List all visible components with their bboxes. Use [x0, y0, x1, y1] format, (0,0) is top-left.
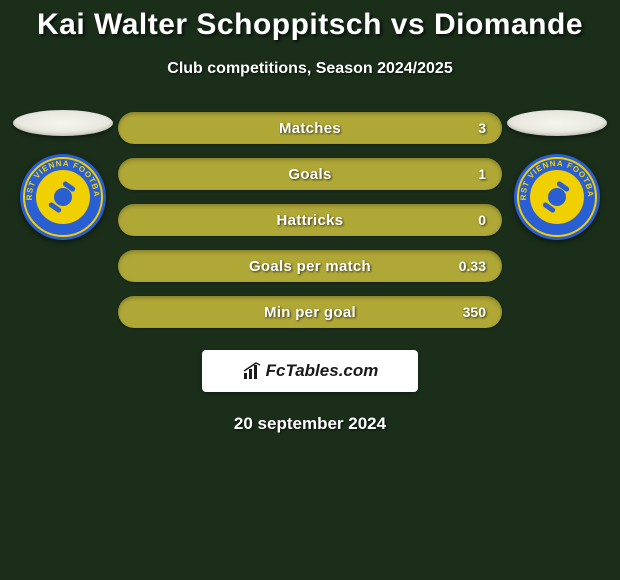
- brand-badge: FcTables.com: [202, 350, 418, 392]
- stat-row-gpm: Goals per match 0.33: [118, 250, 502, 282]
- stat-row-mpg: Min per goal 350: [118, 296, 502, 328]
- chart-icon: [242, 361, 262, 381]
- stat-right-value: 0: [478, 212, 486, 228]
- stat-label: Matches: [279, 120, 341, 137]
- stat-label: Goals: [288, 166, 331, 183]
- stat-row-matches: Matches 3: [118, 112, 502, 144]
- stat-label: Hattricks: [277, 212, 344, 229]
- stat-right-value: 1: [478, 166, 486, 182]
- comparison-layout: FIRST VIENNA FOOTBALL Matches 3 Goals 1 …: [0, 110, 620, 328]
- stat-right-value: 350: [463, 304, 486, 320]
- left-player-avatar: [13, 110, 113, 136]
- stat-row-hattricks: Hattricks 0: [118, 204, 502, 236]
- date-label: 20 september 2024: [0, 414, 620, 434]
- stat-label: Min per goal: [264, 304, 356, 321]
- left-player-column: FIRST VIENNA FOOTBALL: [8, 110, 118, 240]
- page-title: Kai Walter Schoppitsch vs Diomande: [0, 8, 620, 42]
- stat-label: Goals per match: [249, 258, 371, 275]
- left-club-badge: FIRST VIENNA FOOTBALL: [20, 154, 106, 240]
- stats-list: Matches 3 Goals 1 Hattricks 0 Goals per …: [118, 110, 502, 328]
- stat-right-value: 0.33: [459, 258, 486, 274]
- right-player-avatar: [507, 110, 607, 136]
- stat-right-value: 3: [478, 120, 486, 136]
- brand-label: FcTables.com: [266, 361, 379, 381]
- subtitle: Club competitions, Season 2024/2025: [0, 60, 620, 78]
- stat-row-goals: Goals 1: [118, 158, 502, 190]
- right-player-column: FIRST VIENNA FOOTBALL: [502, 110, 612, 240]
- right-club-badge: FIRST VIENNA FOOTBALL: [514, 154, 600, 240]
